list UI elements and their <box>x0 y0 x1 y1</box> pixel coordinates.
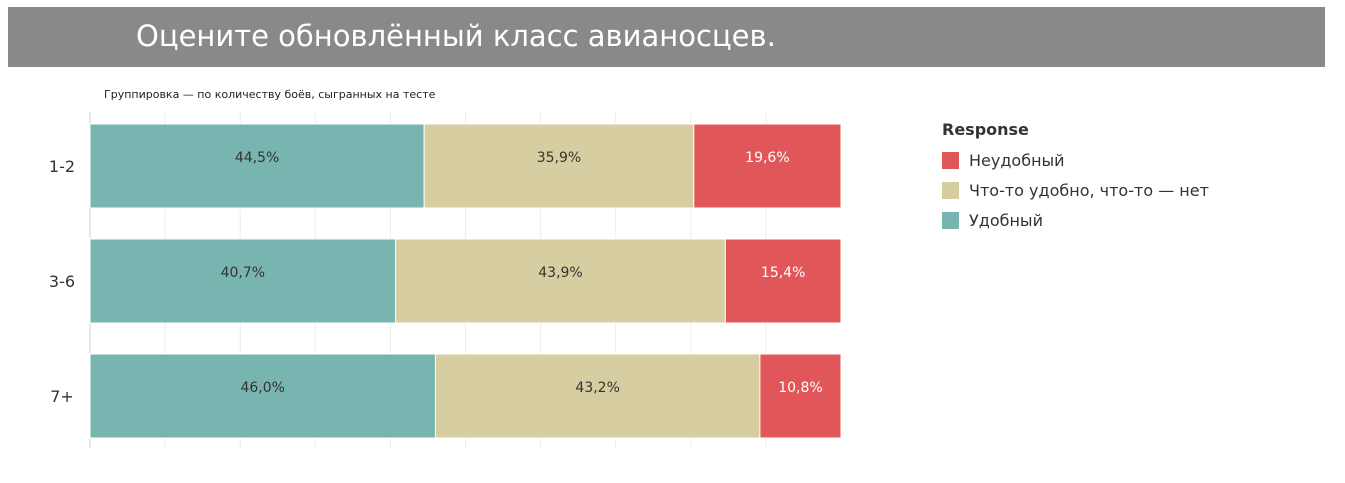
legend-label: Что-то удобно, что-то — нет <box>969 180 1209 200</box>
bar-segment <box>724 238 842 324</box>
legend-swatch <box>942 181 959 199</box>
legend: Response Неудобный Что-то удобно, что-то… <box>942 120 1209 235</box>
bar-segment <box>759 353 842 439</box>
bar-segment <box>395 238 726 324</box>
title-bar: Оцените обновлённый класс авианосцев. <box>8 7 1325 67</box>
legend-swatch <box>942 151 959 169</box>
legend-item-mixed[interactable]: Что-то удобно, что-то — нет <box>942 175 1209 205</box>
bar-segment <box>89 238 397 324</box>
bar-segment <box>434 353 761 439</box>
data-label: 44,5% <box>235 150 279 166</box>
legend-item-neudobny[interactable]: Неудобный <box>942 145 1209 175</box>
bar-segment <box>423 123 695 209</box>
legend-label: Неудобный <box>969 150 1065 170</box>
bar-chart: 1-2 44,5% 35,9% 19,6% 3-6 40,7% 43,9% 15,4% 7+ 46… <box>49 112 842 448</box>
bar-segment <box>693 123 842 209</box>
data-label: 35,9% <box>537 150 581 166</box>
legend-label: Удобный <box>969 210 1043 230</box>
category-label: 3-6 <box>49 272 75 291</box>
category-label: 1-2 <box>49 157 75 176</box>
legend-swatch <box>942 211 959 229</box>
legend-item-udobny[interactable]: Удобный <box>942 205 1209 235</box>
data-label: 19,6% <box>745 150 789 166</box>
bar-segment <box>89 123 425 209</box>
category-label: 7+ <box>50 387 74 406</box>
data-label: 15,4% <box>761 265 805 281</box>
legend-title: Response <box>942 120 1029 139</box>
data-label: 46,0% <box>240 380 284 396</box>
data-label: 40,7% <box>221 265 265 281</box>
data-label: 43,9% <box>538 265 582 281</box>
data-label: 10,8% <box>778 380 822 396</box>
chart-subtitle: Группировка — по количеству боёв, сыгран… <box>104 88 436 101</box>
data-label: 43,2% <box>575 380 619 396</box>
chart-title: Оцените обновлённый класс авианосцев. <box>136 19 776 53</box>
bar-segment <box>89 353 436 439</box>
